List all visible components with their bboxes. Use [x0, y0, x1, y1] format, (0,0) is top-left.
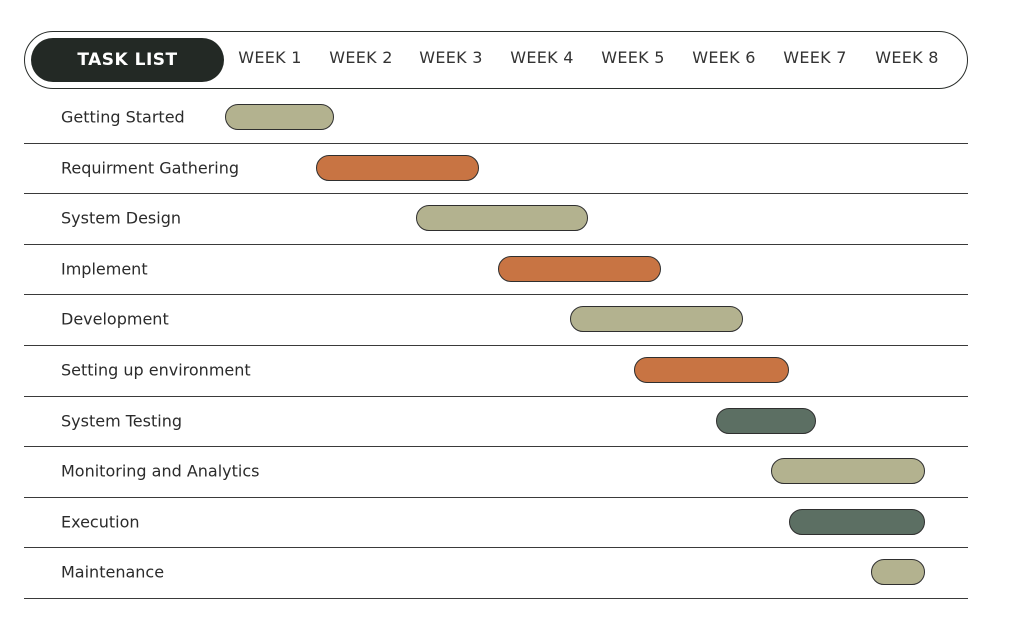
- week-label: WEEK 4: [510, 48, 574, 67]
- task-bar: [715, 407, 816, 434]
- row-divider: [24, 294, 968, 296]
- row-divider: [24, 243, 968, 245]
- task-label: Implement: [61, 259, 148, 279]
- task-label: Execution: [61, 512, 140, 532]
- row-divider: [24, 446, 968, 448]
- chart-title: TASK LIST: [31, 38, 224, 82]
- task-bar: [570, 306, 744, 333]
- task-label: Development: [61, 309, 169, 329]
- task-bar: [870, 559, 926, 586]
- row-divider: [24, 395, 968, 397]
- row-divider: [24, 496, 968, 498]
- task-label: System Design: [61, 208, 181, 228]
- task-label: Monitoring and Analytics: [61, 461, 260, 481]
- week-label: WEEK 2: [329, 48, 393, 67]
- task-bar: [634, 357, 789, 383]
- week-label: WEEK 7: [783, 48, 847, 67]
- week-label: WEEK 1: [238, 48, 302, 67]
- task-bar: [770, 458, 926, 485]
- task-bar: [224, 104, 334, 130]
- row-divider: [24, 193, 968, 195]
- week-label: WEEK 6: [692, 48, 756, 67]
- task-bar: [788, 508, 926, 535]
- task-label: Requirment Gathering: [61, 158, 239, 178]
- row-divider: [24, 142, 968, 144]
- week-label: WEEK 8: [875, 48, 939, 67]
- row-divider: [24, 547, 968, 549]
- row-divider: [24, 597, 968, 599]
- task-label: Setting up environment: [61, 360, 251, 380]
- task-label: Maintenance: [61, 562, 165, 582]
- row-divider: [24, 344, 968, 346]
- task-label: Getting Started: [61, 107, 185, 127]
- task-bar: [497, 255, 662, 282]
- week-label: WEEK 5: [601, 48, 665, 67]
- task-bar: [415, 205, 589, 232]
- task-bar: [315, 154, 480, 181]
- week-label: WEEK 3: [419, 48, 483, 67]
- task-label: System Testing: [61, 411, 182, 431]
